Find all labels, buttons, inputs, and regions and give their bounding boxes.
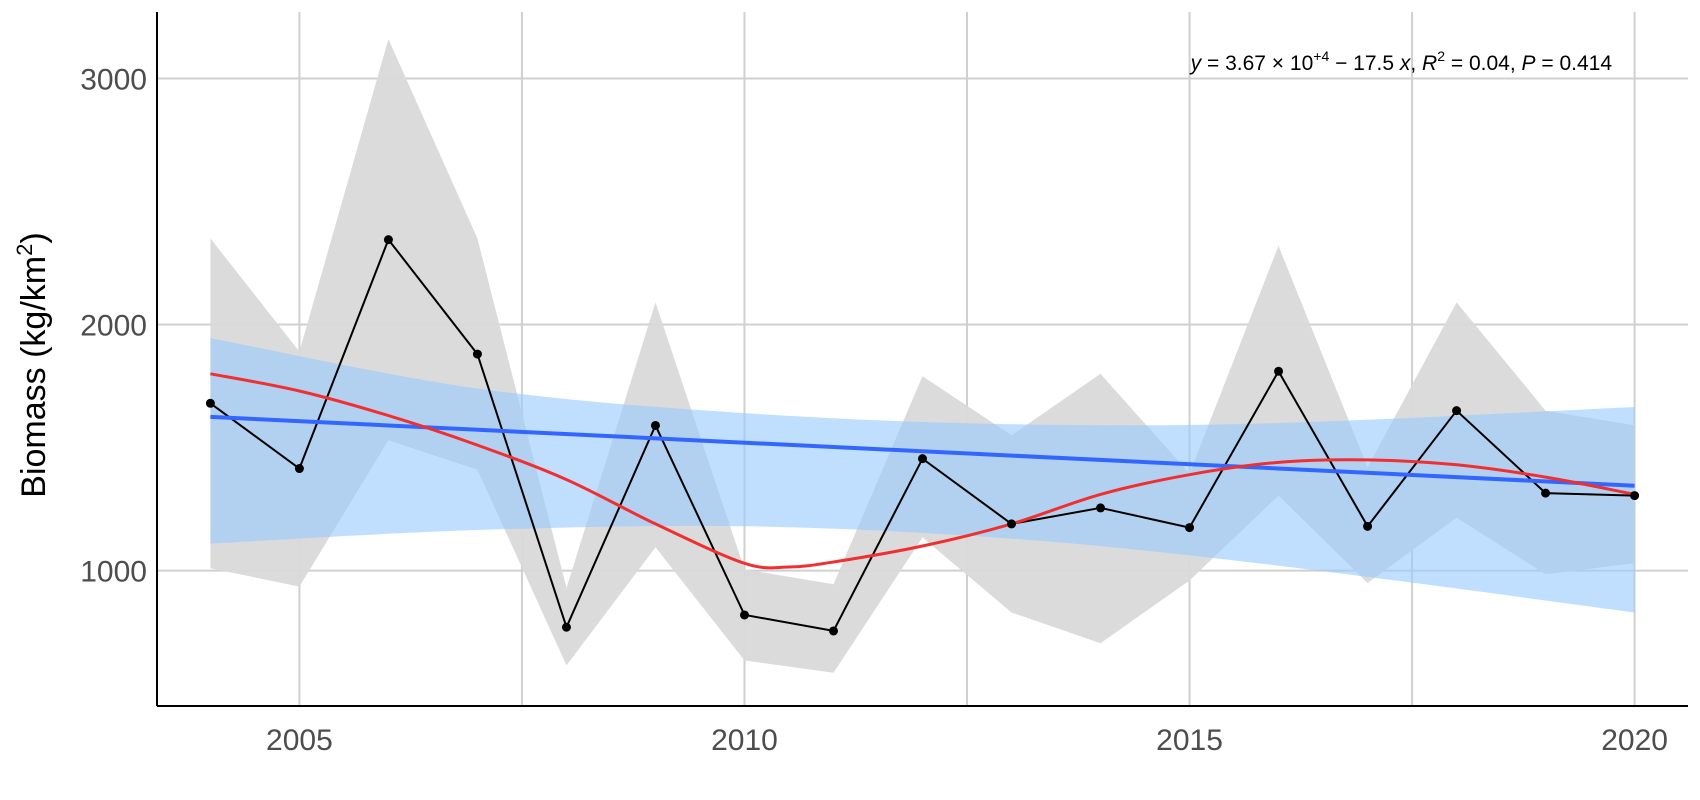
data-point (1007, 519, 1017, 529)
annot-exp: +4 (1313, 48, 1329, 64)
regression-annotation: y = 3.67 × 10+4 − 17.5 x, R2 = 0.04, P =… (1189, 48, 1613, 75)
data-point (1630, 491, 1640, 501)
y-axis-title-base: Biomass (kg/km (15, 256, 53, 498)
tick-labels: 2005 2010 2015 2020 1000 2000 3000 (80, 63, 1668, 757)
annot-p-val: = 0.414 (1536, 52, 1613, 75)
data-point (918, 454, 927, 464)
annot-r-sup: 2 (1437, 48, 1445, 64)
regression-ci-ribbon (210, 338, 1635, 613)
data-point (1274, 366, 1284, 376)
annot-r: R (1422, 52, 1437, 75)
y-axis-title-sup: 2 (12, 244, 37, 256)
data-point (1096, 503, 1106, 513)
annot-eq: = 3.67 × 10 (1201, 52, 1313, 75)
data-point (383, 235, 393, 245)
annot-y: y (1189, 52, 1203, 75)
x-tick-label: 2005 (266, 724, 333, 757)
x-tick-label: 2015 (1156, 724, 1223, 757)
data-point (1185, 523, 1195, 533)
data-point (472, 349, 482, 359)
annot-sep: , (1410, 52, 1422, 75)
linear-fit-line (210, 414, 1635, 488)
data-point (828, 626, 838, 636)
smooth-trend-line (210, 372, 1635, 570)
axes (156, 12, 1688, 707)
observation-ci-ribbon (210, 39, 1635, 673)
x-tick-label: 2020 (1601, 724, 1668, 757)
y-axis-title-close: ) (15, 232, 53, 243)
annot-p: P (1522, 52, 1536, 75)
data-point (1363, 521, 1373, 531)
data-point (561, 622, 571, 632)
x-tick-label: 2010 (711, 724, 778, 757)
y-tick-label: 3000 (80, 63, 147, 96)
annot-slope: − 17.5 (1329, 52, 1400, 75)
data-point (294, 464, 304, 474)
annot-x: x (1399, 52, 1412, 75)
data-point (739, 610, 749, 620)
confidence-ribbons (210, 39, 1635, 673)
annot-r-val: = 0.04, (1445, 52, 1521, 75)
data-point (205, 398, 215, 408)
data-point (650, 420, 660, 430)
data-point (1541, 488, 1551, 498)
y-tick-label: 2000 (80, 310, 147, 343)
data-points (205, 235, 1640, 636)
y-tick-label: 1000 (80, 556, 147, 589)
data-point (1452, 406, 1462, 416)
y-axis-title: Biomass (kg/km2) (12, 232, 53, 497)
